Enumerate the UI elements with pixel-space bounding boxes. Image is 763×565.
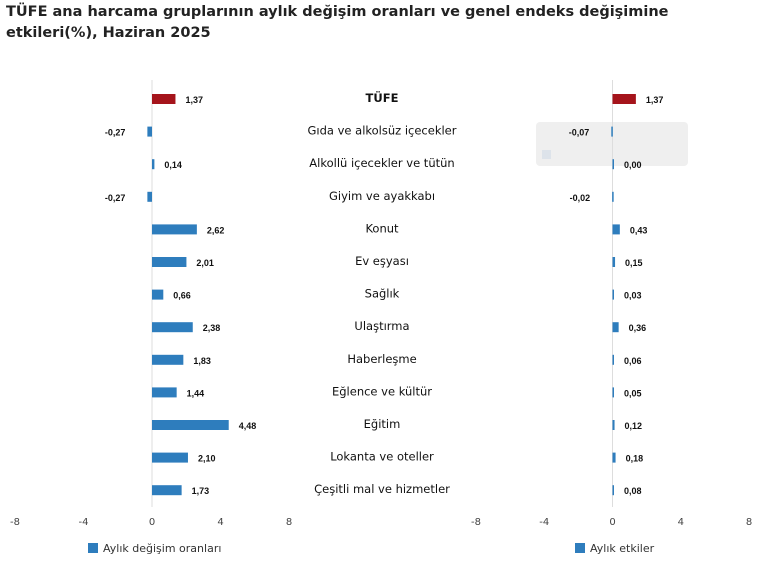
category-label: Çeşitli mal ve hizmetler: [314, 482, 450, 496]
effect-bar: [612, 159, 614, 170]
effect-data-label: 0,00: [624, 160, 642, 170]
change-rate-legend-swatch: [88, 543, 98, 553]
effect-data-label: 0,12: [625, 421, 643, 431]
effect-data-label: 0,03: [624, 291, 642, 301]
effect-data-label: 0,15: [625, 258, 643, 268]
effect-data-label: 0,36: [629, 323, 647, 333]
category-label: Eğlence ve kültür: [332, 384, 432, 398]
change-rate-bar: [152, 289, 164, 300]
category-label: Haberleşme: [347, 352, 416, 366]
effect-bar: [612, 452, 616, 463]
effect-data-label: 0,05: [624, 388, 642, 398]
change-rate-x-tick: 0: [149, 517, 155, 528]
effect-bar: [612, 289, 614, 300]
effect-x-tick: 0: [609, 517, 615, 528]
effect-data-label: -0,02: [570, 193, 591, 203]
change-rate-bar: [147, 126, 152, 137]
effect-bar: [612, 485, 614, 496]
change-rate-bar: [152, 224, 197, 235]
change-rate-data-label: -0,27: [105, 193, 126, 203]
effect-data-label: 1,37: [646, 95, 664, 105]
effect-legend-swatch: [575, 543, 585, 553]
effect-data-label: 0,06: [624, 356, 642, 366]
change-rate-x-tick: 8: [286, 517, 292, 528]
change-rate-bar: [152, 485, 182, 496]
category-label: Sağlık: [365, 287, 400, 301]
change-rate-data-label: 1,44: [187, 388, 205, 398]
tooltip-swatch: [542, 150, 551, 159]
change-rate-data-label: -0,27: [105, 128, 126, 138]
change-rate-bar: [152, 354, 184, 365]
effect-bar: [612, 257, 616, 267]
change-rate-bar: [152, 452, 188, 463]
change-rate-bar: [152, 159, 155, 170]
effect-x-tick: 8: [746, 517, 752, 528]
effect-data-label: 0,18: [626, 454, 644, 464]
category-label: Ulaştırma: [354, 319, 409, 333]
effect-bar: [612, 224, 620, 235]
change-rate-x-tick: 4: [217, 517, 223, 528]
effect-bar: [612, 387, 614, 398]
category-label: Gıda ve alkolsüz içecekler: [308, 124, 457, 138]
change-rate-data-label: 1,83: [193, 356, 211, 366]
category-label: Lokanta ve oteller: [330, 450, 434, 464]
change-rate-legend-label[interactable]: Aylık değişim oranları: [103, 542, 221, 555]
change-rate-data-label: 0,14: [164, 160, 182, 170]
effect-data-label: 0,08: [624, 486, 642, 496]
category-label: Eğitim: [364, 417, 401, 431]
change-rate-data-label: 1,37: [185, 95, 203, 105]
change-rate-bar: [152, 94, 176, 104]
effect-bar: [612, 94, 636, 104]
effect-x-tick: -4: [539, 517, 549, 528]
chart-title: TÜFE ana harcama gruplarının aylık değiş…: [6, 4, 669, 41]
change-rate-data-label: 2,10: [198, 454, 216, 464]
effect-legend-label[interactable]: Aylık etkiler: [590, 542, 655, 555]
change-rate-bar: [152, 420, 229, 430]
change-rate-data-label: 0,66: [173, 291, 191, 301]
effect-data-label: 0,43: [630, 225, 648, 235]
change-rate-data-label: 4,48: [239, 421, 257, 431]
change-rate-bar: [152, 257, 187, 267]
effect-bar: [612, 420, 615, 430]
category-label: Giyim ve ayakkabı: [329, 189, 435, 203]
change-rate-data-label: 2,01: [196, 258, 214, 268]
change-rate-data-label: 1,73: [192, 486, 210, 496]
category-label: Alkollü içecekler ve tütün: [309, 156, 454, 170]
change-rate-data-label: 2,38: [203, 323, 221, 333]
effect-bar: [612, 354, 614, 365]
change-rate-x-tick: -4: [79, 517, 89, 528]
change-rate-bar: [152, 322, 193, 333]
effect-data-label: -0,07: [569, 128, 590, 138]
change-rate-x-tick: -8: [10, 517, 20, 528]
effect-x-tick: 4: [678, 517, 684, 528]
change-rate-bar: [152, 387, 177, 398]
effect-bar: [612, 322, 619, 333]
category-label: TÜFE: [366, 90, 399, 105]
effect-bar: [612, 191, 614, 202]
effect-x-tick: -8: [471, 517, 481, 528]
category-label: Ev eşyası: [355, 254, 409, 268]
change-rate-bar: [147, 191, 152, 202]
change-rate-data-label: 2,62: [207, 225, 225, 235]
effect-bar: [611, 126, 613, 137]
category-label: Konut: [365, 221, 399, 235]
